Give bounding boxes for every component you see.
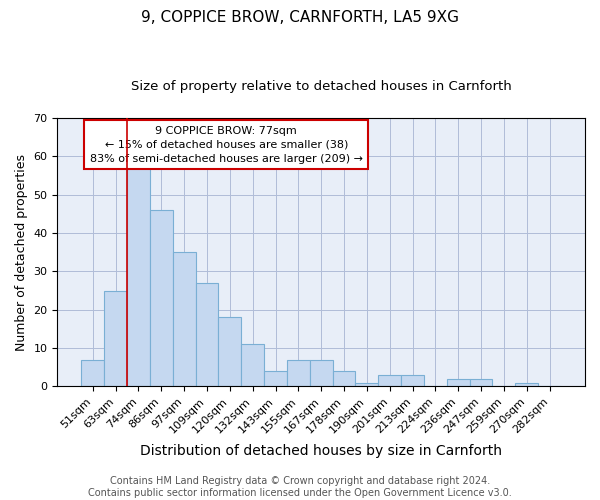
Bar [447,379,470,386]
Bar [241,344,264,387]
Bar [150,210,173,386]
Title: Size of property relative to detached houses in Carnforth: Size of property relative to detached ho… [131,80,512,93]
Bar [104,290,127,386]
Bar [332,371,355,386]
Bar [82,360,104,386]
Text: Contains HM Land Registry data © Crown copyright and database right 2024.
Contai: Contains HM Land Registry data © Crown c… [88,476,512,498]
Bar [379,375,401,386]
Text: 9 COPPICE BROW: 77sqm
← 15% of detached houses are smaller (38)
83% of semi-deta: 9 COPPICE BROW: 77sqm ← 15% of detached … [90,126,363,164]
Bar [515,382,538,386]
Bar [173,252,196,386]
Bar [310,360,332,386]
Bar [355,382,379,386]
X-axis label: Distribution of detached houses by size in Carnforth: Distribution of detached houses by size … [140,444,502,458]
Bar [218,318,241,386]
Bar [264,371,287,386]
Bar [470,379,493,386]
Bar [287,360,310,386]
Bar [127,164,150,386]
Bar [401,375,424,386]
Y-axis label: Number of detached properties: Number of detached properties [15,154,28,350]
Text: 9, COPPICE BROW, CARNFORTH, LA5 9XG: 9, COPPICE BROW, CARNFORTH, LA5 9XG [141,10,459,25]
Bar [196,283,218,387]
